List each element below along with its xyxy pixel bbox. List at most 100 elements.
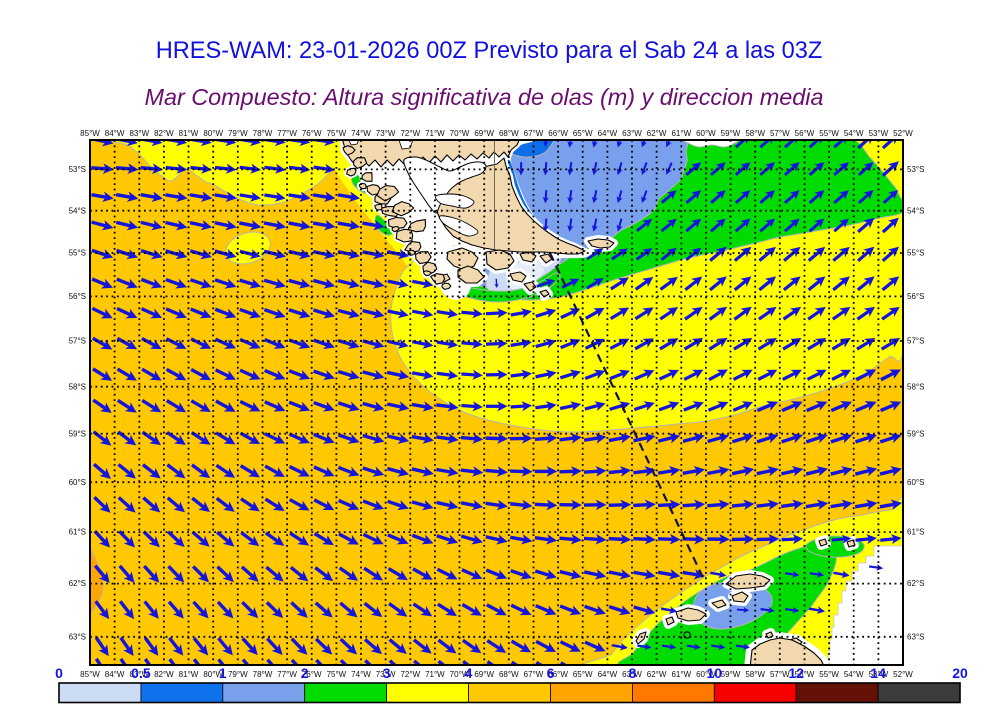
svg-text:59°W: 59°W [721,129,741,138]
svg-text:20: 20 [952,665,968,681]
svg-text:Mar Compuesto: Altura signific: Mar Compuesto: Altura significativa de o… [144,84,823,110]
svg-text:57°S: 57°S [69,337,86,346]
svg-text:63°S: 63°S [907,632,924,641]
svg-text:58°W: 58°W [745,670,765,679]
svg-text:57°W: 57°W [770,129,790,138]
svg-text:63°W: 63°W [622,129,642,138]
svg-text:61°W: 61°W [671,670,691,679]
svg-text:73°W: 73°W [376,670,396,679]
svg-text:56°W: 56°W [795,670,815,679]
svg-text:52°W: 52°W [893,129,913,138]
svg-text:75°W: 75°W [327,670,347,679]
svg-text:83°W: 83°W [129,670,149,679]
svg-text:54°S: 54°S [69,206,86,215]
svg-text:75°W: 75°W [327,129,347,138]
svg-text:64°W: 64°W [598,129,618,138]
svg-text:68°W: 68°W [499,129,519,138]
svg-text:74°W: 74°W [351,129,371,138]
svg-text:63°S: 63°S [69,632,86,641]
svg-text:79°W: 79°W [228,129,248,138]
svg-text:72°W: 72°W [400,670,420,679]
svg-text:57°W: 57°W [770,670,790,679]
svg-text:64°W: 64°W [598,670,618,679]
svg-text:0.5: 0.5 [131,665,151,681]
svg-text:8: 8 [629,665,637,681]
svg-text:59°W: 59°W [721,670,741,679]
svg-text:66°W: 66°W [548,129,568,138]
svg-text:80°W: 80°W [203,129,223,138]
svg-text:62°S: 62°S [69,579,86,588]
svg-text:60°S: 60°S [907,478,924,487]
svg-text:54°S: 54°S [907,206,924,215]
svg-text:0: 0 [55,665,63,681]
svg-text:10: 10 [707,665,723,681]
svg-text:54°W: 54°W [844,670,864,679]
svg-text:77°W: 77°W [277,129,297,138]
svg-text:78°W: 78°W [253,670,273,679]
svg-text:53°S: 53°S [907,165,924,174]
svg-text:84°W: 84°W [105,129,125,138]
svg-text:63°W: 63°W [622,670,642,679]
svg-text:60°W: 60°W [696,670,716,679]
svg-text:61°S: 61°S [907,528,924,537]
svg-text:57°S: 57°S [907,337,924,346]
svg-text:52°W: 52°W [893,670,913,679]
svg-text:53°S: 53°S [69,165,86,174]
svg-text:71°W: 71°W [425,670,445,679]
svg-text:59°S: 59°S [907,429,924,438]
svg-text:81°W: 81°W [179,129,199,138]
svg-text:55°S: 55°S [907,249,924,258]
svg-text:60°S: 60°S [69,478,86,487]
svg-text:70°W: 70°W [450,670,470,679]
svg-text:82°W: 82°W [154,670,174,679]
svg-text:79°W: 79°W [228,670,248,679]
svg-text:1: 1 [219,665,227,681]
svg-text:74°W: 74°W [351,670,371,679]
svg-text:76°W: 76°W [302,129,322,138]
svg-text:68°W: 68°W [499,670,519,679]
svg-text:53°W: 53°W [869,670,889,679]
svg-text:85°W: 85°W [80,670,100,679]
svg-text:59°S: 59°S [69,429,86,438]
svg-text:85°W: 85°W [80,129,100,138]
svg-text:55°S: 55°S [69,249,86,258]
svg-text:58°S: 58°S [69,382,86,391]
svg-text:62°W: 62°W [647,670,667,679]
svg-text:56°S: 56°S [69,292,86,301]
svg-text:53°W: 53°W [869,129,889,138]
svg-text:65°W: 65°W [573,129,593,138]
svg-text:82°W: 82°W [154,129,174,138]
svg-text:6: 6 [547,665,555,681]
svg-text:83°W: 83°W [129,129,149,138]
svg-text:55°W: 55°W [819,129,839,138]
svg-text:56°S: 56°S [907,292,924,301]
svg-text:78°W: 78°W [253,129,273,138]
svg-text:HRES-WAM: 23-01-2026 00Z Previ: HRES-WAM: 23-01-2026 00Z Previsto para e… [156,38,823,64]
svg-text:72°W: 72°W [400,129,420,138]
svg-text:76°W: 76°W [302,670,322,679]
svg-text:80°W: 80°W [203,670,223,679]
svg-text:70°W: 70°W [450,129,470,138]
svg-text:77°W: 77°W [277,670,297,679]
svg-text:66°W: 66°W [548,670,568,679]
svg-text:54°W: 54°W [844,129,864,138]
svg-text:69°W: 69°W [474,670,494,679]
svg-text:14: 14 [870,665,886,681]
svg-text:56°W: 56°W [795,129,815,138]
svg-text:58°W: 58°W [745,129,765,138]
svg-text:71°W: 71°W [425,129,445,138]
svg-text:58°S: 58°S [907,382,924,391]
svg-text:2: 2 [301,665,309,681]
svg-text:73°W: 73°W [376,129,396,138]
svg-text:67°W: 67°W [524,670,544,679]
svg-text:61°S: 61°S [69,528,86,537]
svg-text:65°W: 65°W [573,670,593,679]
svg-text:69°W: 69°W [474,129,494,138]
svg-text:84°W: 84°W [105,670,125,679]
svg-text:4: 4 [465,665,473,681]
svg-text:60°W: 60°W [696,129,716,138]
svg-text:12: 12 [788,665,804,681]
svg-text:62°W: 62°W [647,129,667,138]
svg-text:67°W: 67°W [524,129,544,138]
svg-text:3: 3 [383,665,391,681]
